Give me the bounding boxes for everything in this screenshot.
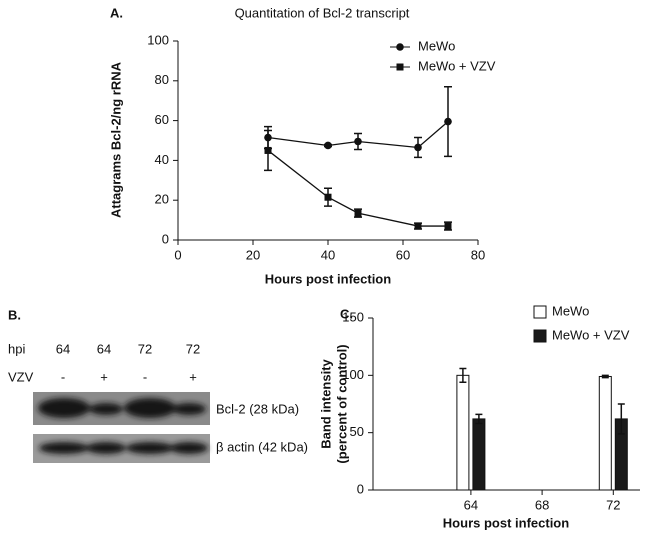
x-tick-label: 60 (396, 247, 410, 262)
marker (444, 222, 452, 230)
x-tick-label: 40 (321, 247, 335, 262)
lane-label: 64 (97, 341, 111, 356)
error-bar (475, 413, 483, 425)
marker (414, 222, 422, 230)
y-axis-label: Attagrams Bcl-2/ng rRNA (108, 61, 123, 218)
bar (456, 374, 470, 491)
legend-swatch (533, 305, 547, 319)
x-axis-label: Hours post infection (443, 515, 569, 530)
row-label: VZV (8, 369, 34, 384)
lane-label: + (189, 369, 197, 384)
y-tick-label: 60 (155, 112, 169, 127)
error-bar (617, 403, 625, 435)
band-label: β actin (42 kDa) (216, 439, 308, 454)
lane-label: 72 (186, 341, 200, 356)
bands (38, 398, 208, 454)
y-tick-label: 50 (350, 424, 364, 439)
marker (324, 141, 332, 150)
panel-label: B. (8, 307, 21, 322)
chart-title: Quantitation of Bcl-2 transcript (235, 5, 410, 20)
lane-label: + (100, 369, 108, 384)
legend-label: MeWo (418, 38, 455, 53)
lane-label: - (143, 369, 147, 384)
y-tick-label: 80 (155, 72, 169, 87)
marker (264, 146, 272, 154)
y-tick-label: 100 (147, 32, 169, 47)
x-tick-label: 0 (174, 247, 181, 262)
legend-label: MeWo (552, 303, 589, 318)
y-tick-label: 40 (155, 152, 169, 167)
row-label: hpi (8, 341, 25, 356)
x-tick-label: 80 (471, 247, 485, 262)
marker (396, 43, 404, 51)
x-tick-label: 72 (606, 497, 620, 512)
marker (354, 209, 362, 217)
panel-label: C. (340, 306, 353, 321)
x-axis-label: Hours post infection (265, 271, 391, 286)
x-tick-label: 68 (535, 497, 549, 512)
y-tick-label: 100 (342, 367, 364, 382)
bar (598, 375, 612, 491)
lane-label: 72 (138, 341, 152, 356)
y-tick-label: 0 (162, 231, 169, 246)
marker (414, 143, 422, 152)
y-tick-label: 20 (155, 192, 169, 207)
legend-label: MeWo + VZV (552, 327, 630, 342)
marker (444, 117, 452, 126)
bar (472, 418, 486, 491)
x-tick-label: 64 (464, 497, 478, 512)
panel-label: A. (110, 5, 123, 20)
legend-swatch (533, 329, 547, 343)
y-axis-label: (percent of control) (334, 344, 349, 463)
legend-label: MeWo + VZV (418, 58, 496, 73)
lane-label: 64 (56, 341, 70, 356)
y-axis-label: Band intensity (318, 358, 333, 448)
marker (324, 193, 332, 201)
lane-label: - (61, 369, 65, 384)
marker (354, 137, 362, 146)
y-tick-label: 0 (357, 481, 364, 496)
error-bar (459, 367, 467, 383)
x-tick-label: 20 (246, 247, 260, 262)
band-label: Bcl-2 (28 kDa) (216, 401, 299, 416)
error-bar (601, 374, 609, 379)
marker (396, 63, 404, 71)
western-blot: B. hpi 64 64 72 72 VZV - + - + Bcl-2 (28… (8, 307, 308, 463)
y-tick-label: 150 (342, 309, 364, 324)
